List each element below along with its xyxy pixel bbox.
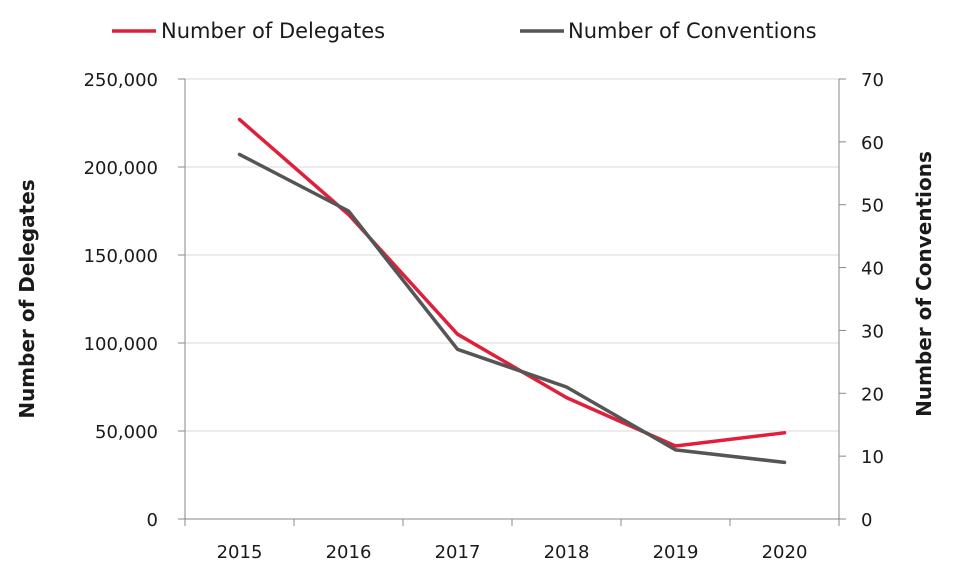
right-tick-label: 30 (861, 321, 884, 342)
right-axis-title: Number of Conventions (912, 151, 936, 417)
series-line-number-of-conventions (237, 152, 787, 465)
right-tick-label: 0 (861, 510, 872, 531)
right-tick-label: 10 (861, 447, 884, 468)
series-lines (237, 117, 787, 465)
gridlines (185, 78, 839, 432)
x-tick-label: 2018 (544, 542, 590, 563)
legend-label-number-of-conventions: Number of Conventions (568, 19, 817, 43)
legend-label-number-of-delegates: Number of Delegates (161, 19, 385, 43)
left-tick-label: 50,000 (95, 422, 158, 443)
right-tick-label: 50 (861, 196, 884, 217)
left-tick-label: 100,000 (84, 334, 158, 355)
left-axis-ticks: 0 50,000 100,000 150,000 200,000 250,000 (84, 70, 185, 531)
right-axis-ticks: 0 10 20 30 40 50 60 70 (839, 70, 884, 531)
right-tick-label: 40 (861, 259, 884, 280)
x-tick-label: 2019 (653, 542, 699, 563)
x-axis-ticks: 2015 2016 2017 2018 2019 2020 (184, 519, 840, 563)
left-tick-label: 200,000 (84, 158, 158, 179)
x-tick-label: 2020 (762, 542, 808, 563)
right-tick-label: 20 (861, 384, 884, 405)
left-tick-label: 150,000 (84, 246, 158, 267)
series-line-number-of-delegates (237, 117, 787, 448)
legend: Number of Delegates Number of Conventions (112, 19, 817, 43)
left-tick-label: 0 (147, 510, 158, 531)
right-tick-label: 70 (861, 70, 884, 91)
axes (184, 79, 840, 520)
right-tick-label: 60 (861, 133, 884, 154)
x-tick-label: 2017 (435, 542, 481, 563)
left-axis-title: Number of Delegates (15, 179, 39, 418)
left-tick-label: 250,000 (84, 70, 158, 91)
x-tick-label: 2015 (217, 542, 263, 563)
x-tick-label: 2016 (326, 542, 372, 563)
